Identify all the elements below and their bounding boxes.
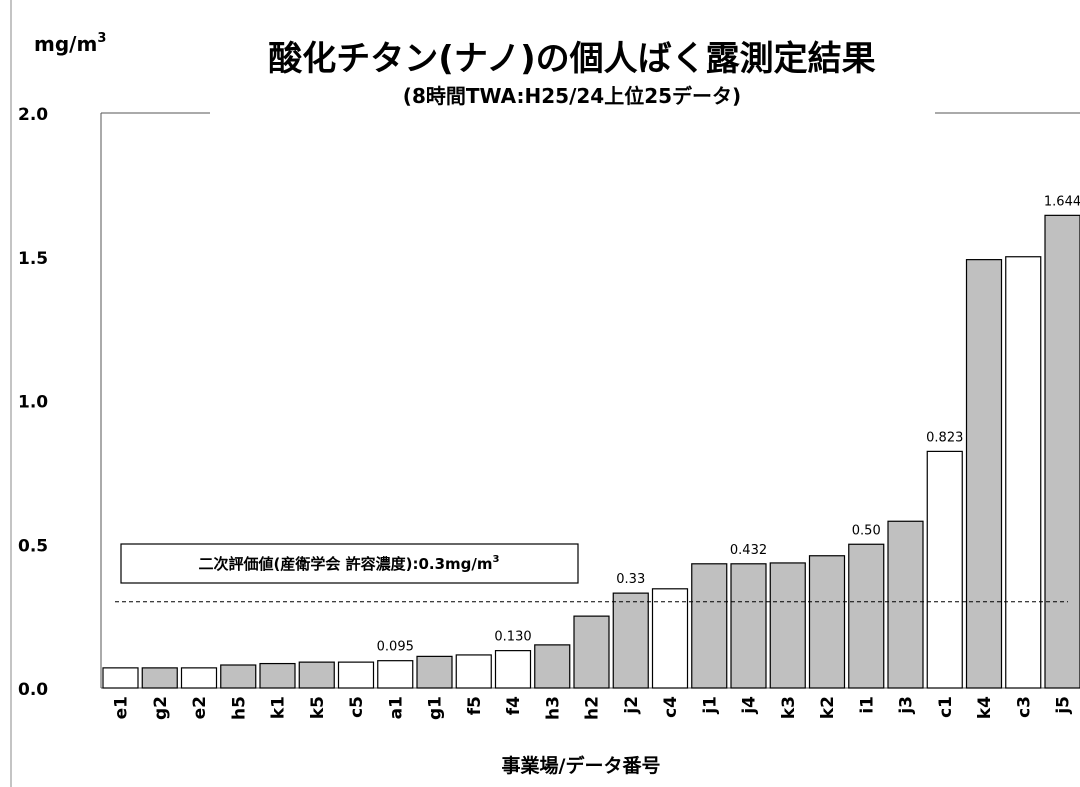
x-tick-label: j2 — [622, 696, 642, 715]
data-label: 0.33 — [616, 572, 645, 587]
x-tick-label: g1 — [426, 696, 446, 720]
x-tick-label: g2 — [151, 696, 171, 720]
bar-j4 — [730, 563, 767, 689]
bar-c5 — [337, 661, 375, 689]
data-label: 0.432 — [730, 543, 767, 558]
x-tick-label: h2 — [583, 696, 603, 720]
x-tick-label: k1 — [269, 696, 289, 719]
bar-c3 — [1005, 256, 1042, 689]
x-tick-label: a1 — [386, 696, 406, 719]
x-tick-label: e1 — [112, 696, 132, 719]
bar-g2 — [141, 667, 178, 689]
bar-j1 — [691, 563, 728, 689]
bar-j3 — [887, 520, 924, 689]
bar-e1 — [102, 667, 139, 689]
bar-k4 — [965, 259, 1003, 689]
chart-title: 酸化チタン(ナノ)の個人ばく露測定結果 — [268, 39, 875, 79]
bar-a1 — [377, 660, 414, 689]
x-tick-label: j3 — [897, 696, 917, 715]
x-tick-label: k2 — [818, 696, 838, 719]
bar-h5 — [220, 664, 257, 689]
bar-f4 — [494, 650, 532, 689]
x-tick-label: k5 — [308, 696, 328, 719]
bar-g1 — [416, 655, 453, 689]
bar-h3 — [534, 644, 571, 689]
data-label: 0.50 — [852, 523, 881, 538]
reference-annotation-box — [120, 543, 579, 584]
bar-k2 — [808, 555, 846, 689]
data-label: 1.644 — [1044, 194, 1080, 209]
bar-c1 — [926, 450, 963, 689]
bar-k3 — [769, 562, 806, 689]
x-tick-label: h3 — [543, 696, 563, 720]
x-tick-label: f4 — [504, 696, 524, 715]
y-tick-label: 0.0 — [18, 680, 48, 700]
y-tick-label: 2.0 — [18, 105, 48, 125]
data-labels: 0.095 0.130 0.33 0.432 0.50 0.823 1.644 — [377, 194, 1080, 654]
data-label: 0.823 — [926, 430, 963, 445]
bar-j2 — [612, 592, 649, 689]
y-axis-ticks: 0.0 0.5 1.0 1.5 2.0 — [18, 105, 48, 700]
bar-j5 — [1044, 214, 1080, 689]
x-tick-label: h5 — [229, 696, 249, 720]
x-axis-ticks: e1 g2 e2 h5 k1 k5 c5 a1 g1 f5 f4 h3 h2 j2 c4 j1 j4 k3 k2 i1… — [112, 696, 1074, 720]
x-tick-label: k4 — [975, 696, 995, 719]
x-tick-label: k3 — [779, 696, 799, 719]
x-tick-label: c4 — [661, 696, 681, 718]
bar-c4 — [651, 588, 689, 689]
reference-annotation-text: 二次評価値(産衛学会 許容濃度):0.3mg/m3 — [199, 554, 500, 573]
bar-k5 — [298, 661, 335, 689]
y-tick-label: 0.5 — [18, 536, 48, 556]
y-unit-label: mg/m3 — [34, 31, 106, 56]
y-tick-label: 1.0 — [18, 393, 48, 413]
chart-subtitle: (8時間TWA:H25/24上位25データ) — [403, 84, 741, 108]
x-tick-label: f5 — [465, 696, 485, 715]
x-tick-label: j5 — [1054, 696, 1074, 715]
x-tick-label: j1 — [700, 696, 720, 715]
x-tick-label: c1 — [936, 696, 956, 718]
bar-e2 — [180, 667, 218, 689]
y-tick-label: 1.5 — [18, 249, 48, 269]
bar-f5 — [455, 654, 492, 689]
x-tick-label: i1 — [857, 696, 877, 714]
data-label: 0.130 — [494, 630, 531, 645]
x-tick-label: c5 — [347, 696, 367, 718]
x-tick-label: c3 — [1014, 696, 1034, 718]
data-label: 0.095 — [377, 640, 414, 655]
bars-group — [102, 214, 1080, 689]
x-tick-label: j4 — [740, 696, 760, 715]
x-tick-label: e2 — [190, 696, 210, 719]
bar-i1 — [848, 543, 885, 689]
x-axis-label: 事業場/データ番号 — [502, 754, 661, 777]
bar-k1 — [259, 662, 296, 689]
bar-h2 — [573, 615, 610, 689]
